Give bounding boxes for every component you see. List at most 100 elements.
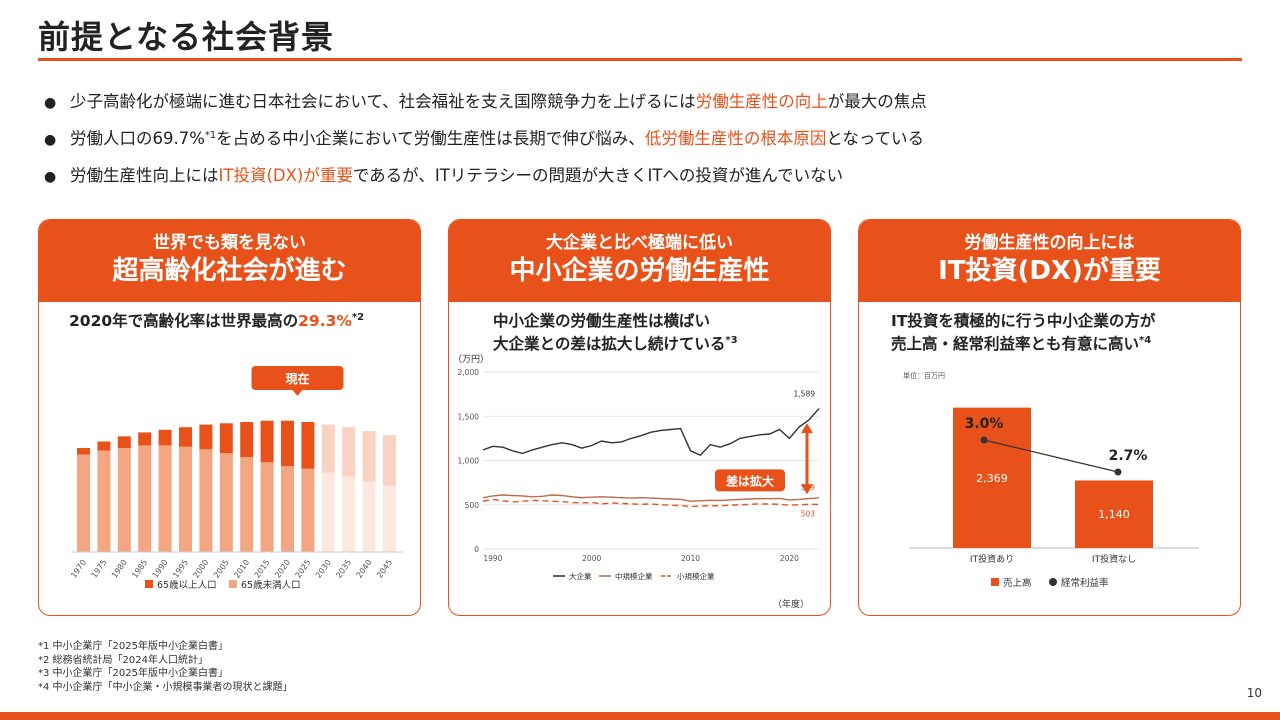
profit-rate-label: 3.0% <box>965 416 1004 432</box>
profit-rate-point <box>1114 468 1122 476</box>
bullet-dot-icon: ● <box>44 169 57 185</box>
sales-bar <box>1075 480 1153 548</box>
footnote: *4 中小企業庁「中小企業・小規模事業者の現状と課題」 <box>38 681 293 693</box>
legend-swatch-sales <box>991 578 999 586</box>
bar-over65 <box>362 431 376 482</box>
bottom-accent-bar <box>0 712 1280 720</box>
bullet-item: ● 労働人口の69.7%*1を占める中小企業において労働生産性は長期で伸び悩み、低… <box>44 121 927 158</box>
bullet-text: 労働人口の69.7% <box>70 129 205 148</box>
x-axis-label: （年度） <box>773 598 809 610</box>
page-title: 前提となる社会背景 <box>38 18 335 56</box>
card-text-part: IT投資を積極的に行う中小企業の方が <box>891 312 1156 330</box>
x-tick-label: 1970 <box>69 558 88 580</box>
legend-label: 小規模企業 <box>677 571 715 581</box>
end-value-label: 503 <box>801 509 816 518</box>
x-tick-label: 2020 <box>273 558 292 580</box>
bullet-text: が最大の焦点 <box>827 92 927 111</box>
x-tick-label: 2015 <box>253 558 272 580</box>
footnote-ref: *4 <box>1139 335 1152 346</box>
card-header: 世界でも類を見ない 超高齢化社会が進む <box>39 220 420 302</box>
card-description: IT投資を積極的に行う中小企業の方が 売上高・経常利益率とも有意に高い*4 <box>891 310 1155 356</box>
bar-under65 <box>199 449 213 552</box>
card-title: 中小企業の労働生産性 <box>509 256 770 286</box>
series-line <box>482 498 820 508</box>
bullet-highlight: IT投資(DX)が重要 <box>218 166 353 185</box>
y-tick-label: 1,000 <box>458 457 480 466</box>
x-tick-label: 2010 <box>681 554 700 563</box>
x-tick-label: 2005 <box>212 558 231 580</box>
bar-over65 <box>77 448 90 455</box>
profit-rate-line <box>983 439 1119 473</box>
bullet-text: 少子高齢化が極端に進む日本社会において、社会福祉を支え国際競争力を上げるには <box>70 92 696 111</box>
bar-over65 <box>342 427 356 477</box>
card-text-part: 売上高・経常利益率とも有意に高い <box>891 335 1140 353</box>
card-title: 超高齢化社会が進む <box>112 256 347 286</box>
bar-under65 <box>362 481 376 552</box>
x-category-label: IT投資なし <box>1092 553 1136 565</box>
bullet-highlight: 労働生産性の向上 <box>695 92 828 111</box>
bar-under65 <box>97 450 111 552</box>
bullet-text: 労働生産性向上には <box>70 166 219 185</box>
gap-arrow-head-up <box>801 423 813 434</box>
y-unit-label: （万円） <box>453 354 489 365</box>
legend-label-sales: 売上高 <box>1003 577 1032 589</box>
series-line <box>482 407 820 457</box>
bar-over65 <box>158 429 172 446</box>
bar-under65 <box>117 448 131 552</box>
card-highlight: 29.3% <box>298 312 352 330</box>
series-line <box>482 494 820 502</box>
legend-swatch-under65 <box>229 580 237 588</box>
gap-callout-box <box>715 469 785 492</box>
x-tick-label: 2040 <box>355 558 374 580</box>
card-title: IT投資(DX)が重要 <box>938 256 1161 286</box>
bar-under65 <box>281 466 294 552</box>
bar-over65 <box>321 424 335 473</box>
x-tick-label: 2045 <box>375 558 394 580</box>
card-header: 労働生産性の向上には IT投資(DX)が重要 <box>859 220 1240 302</box>
bullet-text: であるが、ITリテラシーの問題が大きくITへの投資が進んでいない <box>352 166 844 185</box>
legend-label: 中規模企業 <box>615 571 653 581</box>
bar-under65 <box>138 445 152 552</box>
x-tick-label: 1975 <box>89 558 108 580</box>
footnote-ref: *2 <box>351 312 365 323</box>
callout-box <box>251 366 344 390</box>
y-tick-label: 0 <box>474 545 479 554</box>
bar-under65 <box>301 468 315 552</box>
bullet-list: ● 少子高齢化が極端に進む日本社会において、社会福祉を支え国際競争力を上げるには労… <box>44 84 927 195</box>
bullet-highlight: 低労働生産性の根本原因 <box>644 129 827 148</box>
bar-under65 <box>219 453 233 552</box>
bar-over65 <box>97 441 111 451</box>
footnote: *1 中小企業庁「2025年版中小企業白書」 <box>38 641 228 652</box>
bar-under65 <box>342 476 356 552</box>
legend-label: 大企業 <box>569 571 592 581</box>
legend-swatch-over65 <box>145 580 153 588</box>
x-tick-label: 2020 <box>780 554 799 563</box>
legend-label-under65: 65歳未満人口 <box>241 579 301 591</box>
productivity-line-chart: （万円） 0 500 1,000 1,500 2,000 1990 2000 2010 2020 1… <box>453 354 820 610</box>
x-tick-label: 1995 <box>171 558 190 580</box>
unit-label: 単位：百万円 <box>903 371 945 380</box>
y-tick-label: 2,000 <box>458 368 480 377</box>
bar-over65 <box>383 435 396 486</box>
legend-label-profit: 経常利益率 <box>1061 577 1109 589</box>
footnotes: *1 中小企業庁「2025年版中小企業白書」 *2 総務省統計局「2024年人口… <box>38 640 293 694</box>
card-description: 中小企業の労働生産性は横ばい 大企業との差は拡大し続けている*3 <box>493 310 738 356</box>
callout-pointer <box>292 390 303 396</box>
bullet-dot-icon: ● <box>44 95 57 111</box>
bar-over65 <box>281 420 294 467</box>
x-tick-label: 1990 <box>483 554 502 563</box>
legend-swatch-profit <box>1049 578 1057 586</box>
x-tick-label: 2000 <box>191 558 210 580</box>
y-tick-label: 1,500 <box>458 412 480 421</box>
it-investment-chart: 単位：百万円 2,369 IT投資あり 1,140 IT投資なし 3.0% 2.7% 売上高 経… <box>903 371 1199 589</box>
card-aging-society: 世界でも類を見ない 超高齢化社会が進む 2020年で高齢化率は世界最高の29.3… <box>38 219 421 616</box>
card-text-part: 中小企業の労働生産性は横ばい <box>493 312 711 330</box>
x-tick-label: 2000 <box>582 554 601 563</box>
x-tick-label: 2010 <box>232 558 251 580</box>
bar-over65 <box>260 420 274 463</box>
bar-under65 <box>240 457 254 552</box>
gap-arrow-head-down <box>801 484 813 495</box>
footnote: *3 中小企業庁「2025年版中小企業白書」 <box>38 668 228 679</box>
aging-population-chart: 1970 1975 1980 1985 1990 1995 2000 2005 2010 2015… <box>69 366 402 591</box>
bar-under65 <box>260 462 274 552</box>
